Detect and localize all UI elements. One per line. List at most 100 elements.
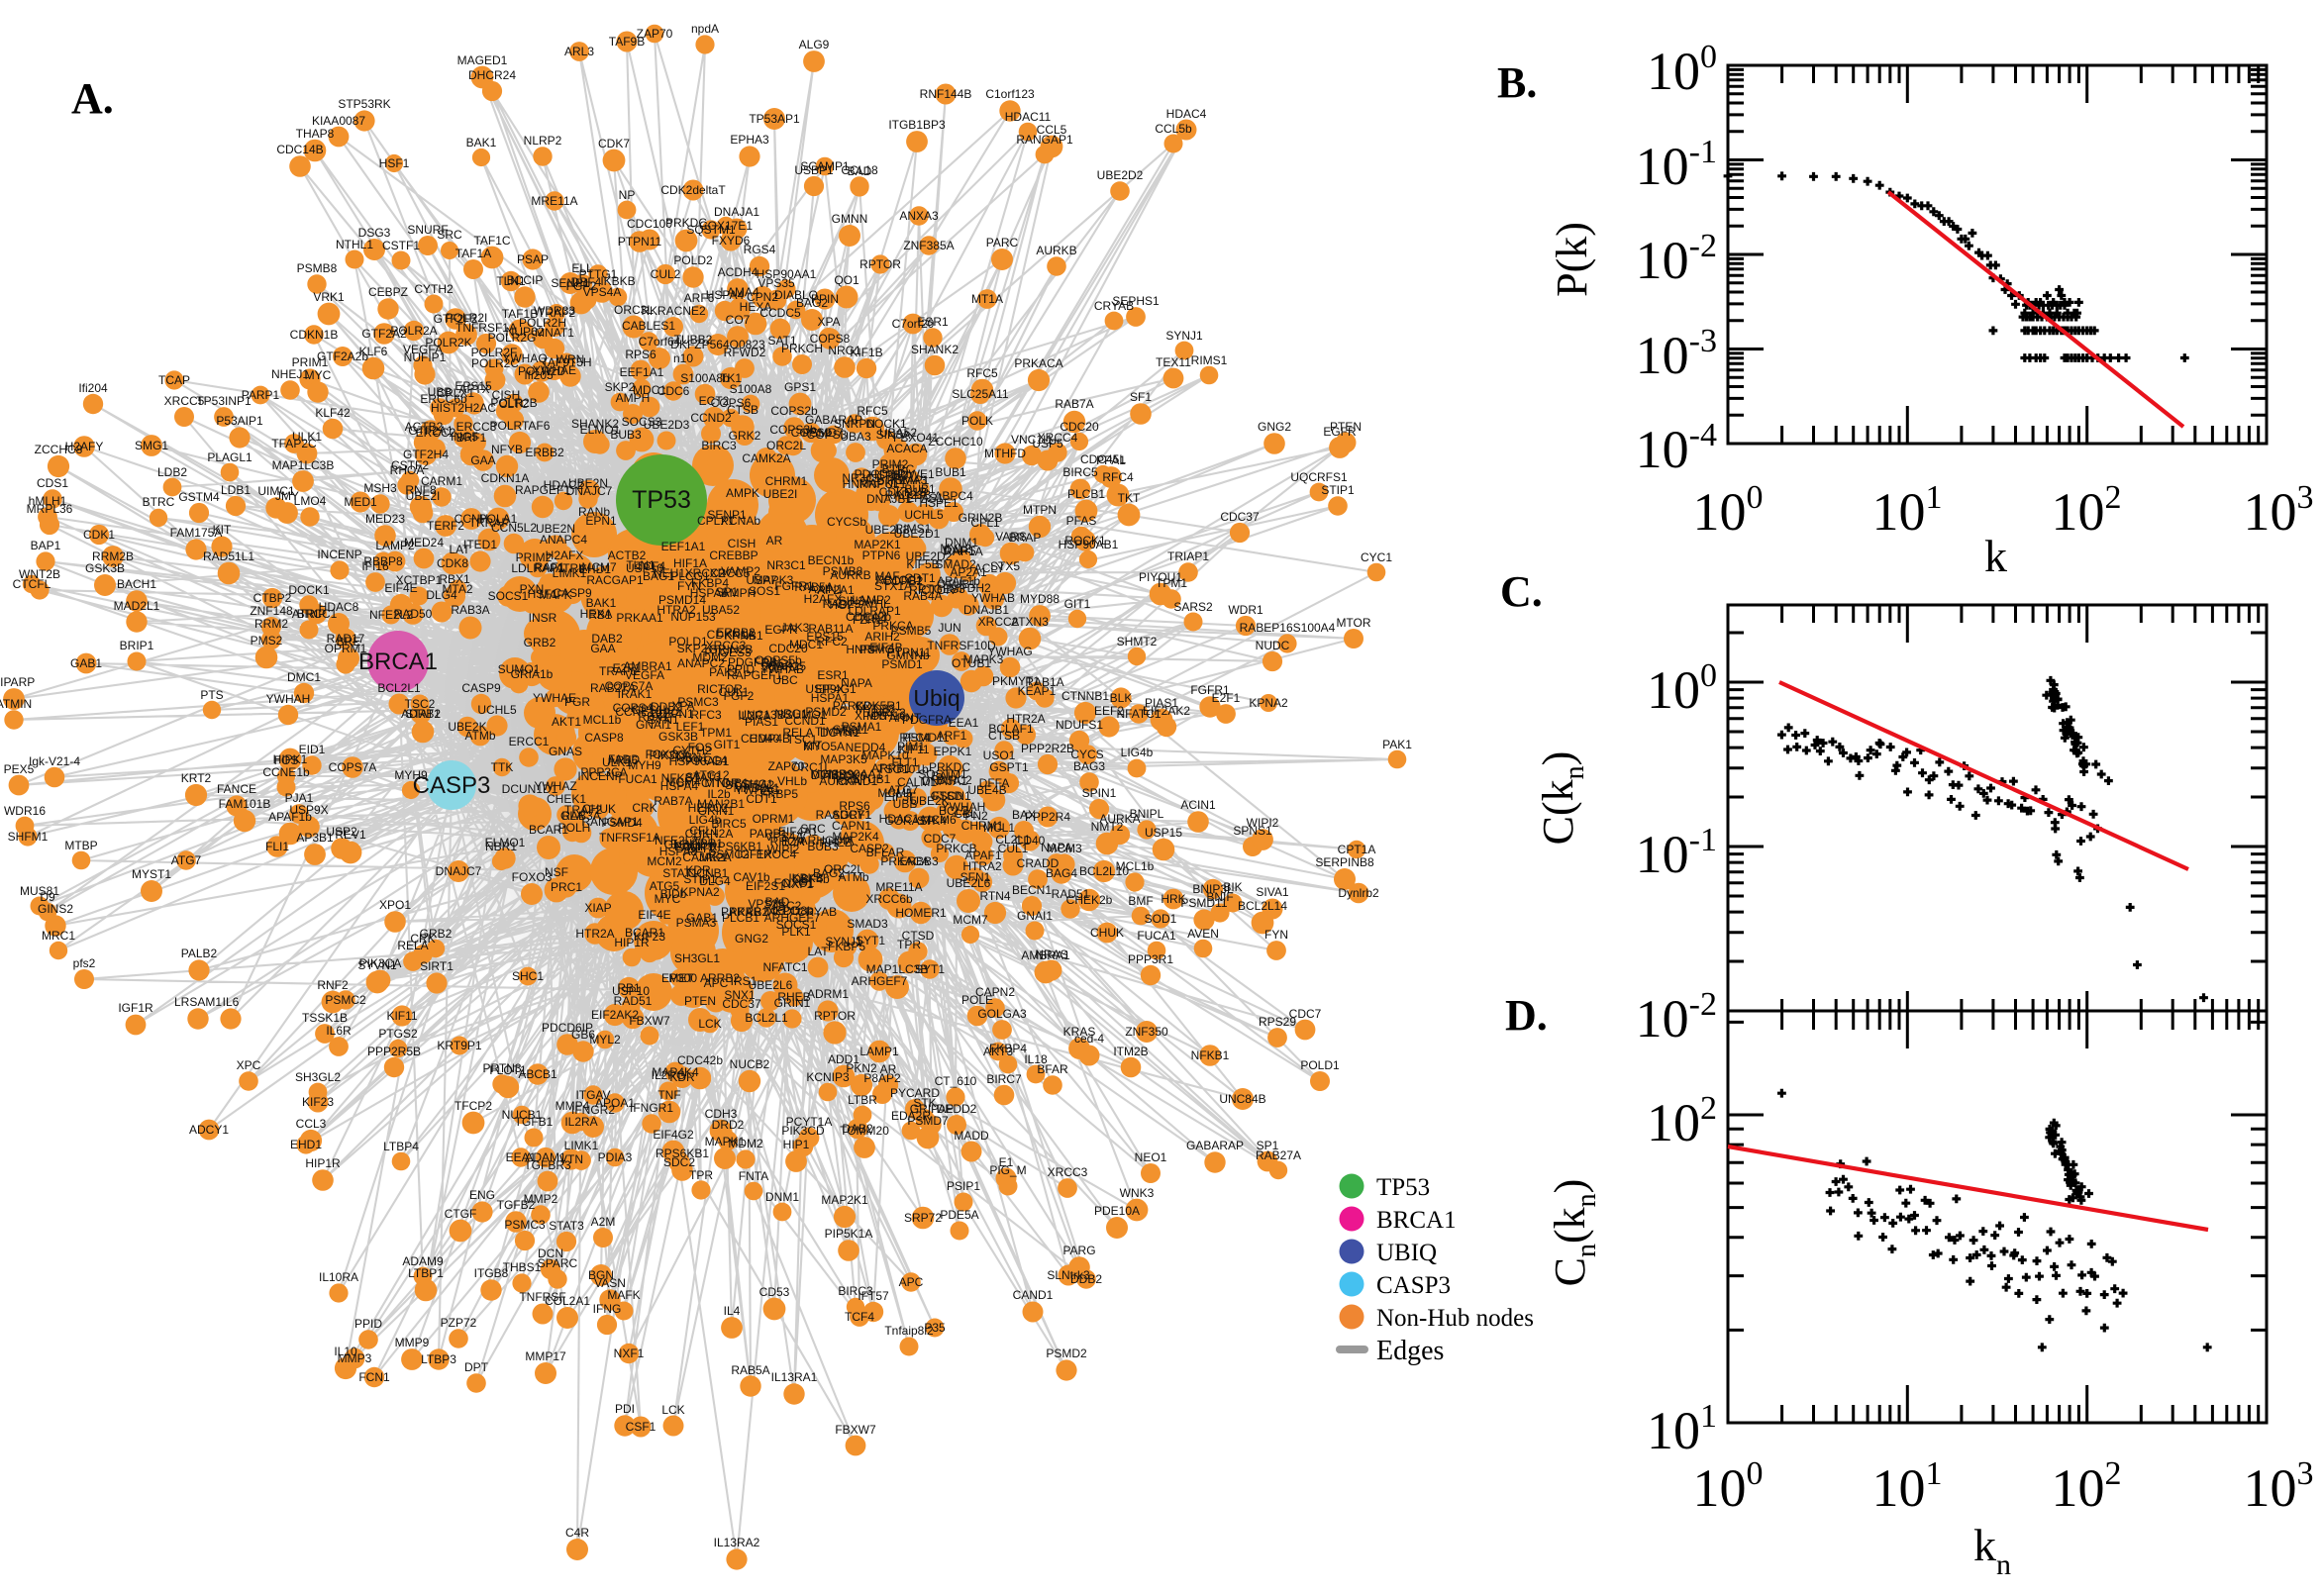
svg-text:WNT2B: WNT2B [19,567,60,581]
svg-text:AURKA: AURKA [1099,812,1140,826]
svg-text:CALM1: CALM1 [897,775,937,789]
svg-text:ATMIN: ATMIN [0,697,32,711]
svg-text:CDC100: CDC100 [627,217,672,231]
svg-text:EEA1: EEA1 [949,716,979,730]
svg-text:GAA: GAA [470,453,495,467]
svg-text:EGFR: EGFR [1323,425,1357,439]
svg-text:BIRC5: BIRC5 [1062,465,1098,479]
svg-text:VPS4A: VPS4A [583,285,622,299]
svg-text:C7orf20: C7orf20 [892,317,935,331]
svg-text:XCTBP1: XCTBP1 [396,573,443,587]
svg-text:RPTOR: RPTOR [859,257,901,271]
svg-text:CASP3: CASP3 [413,772,491,799]
svg-text:LAMP1: LAMP1 [675,840,715,853]
svg-text:COPS7A: COPS7A [329,760,377,774]
svg-text:YWHAE: YWHAE [533,691,576,705]
svg-text:GNAS: GNAS [549,745,582,758]
svg-text:PCNAb: PCNAb [721,514,760,528]
svg-text:POLR2D: POLR2D [518,364,565,378]
svg-text:BECN1b: BECN1b [808,553,855,567]
svg-text:PIK3CA: PIK3CA [359,956,402,970]
svg-text:BACH1: BACH1 [117,577,156,591]
svg-text:GMNN: GMNN [832,212,868,226]
svg-text:NEDD4: NEDD4 [846,741,886,754]
svg-text:CSTF1: CSTF1 [382,239,420,252]
svg-text:POLR2K: POLR2K [425,336,471,349]
svg-text:ARHGEF7: ARHGEF7 [852,974,908,988]
svg-text:YWHAH: YWHAH [266,692,311,706]
svg-text:ARIH2: ARIH2 [864,630,900,644]
svg-text:UBE2I: UBE2I [763,487,798,501]
svg-text:GTF2A2: GTF2A2 [361,327,407,341]
svg-text:SOS1: SOS1 [749,584,780,598]
svg-text:MMP9: MMP9 [395,1336,430,1349]
svg-text:S100A8: S100A8 [730,382,772,396]
svg-text:SARS2: SARS2 [1173,600,1213,614]
svg-text:XRCC5: XRCC5 [164,394,205,408]
svg-text:RB1: RB1 [588,608,612,622]
svg-text:WRN: WRN [556,352,585,366]
svg-text:STIP1: STIP1 [1321,483,1355,497]
svg-text:BMF: BMF [1128,894,1153,908]
svg-text:CPT1A: CPT1A [1338,843,1376,856]
svg-text:CDC6: CDC6 [657,384,690,398]
svg-text:SOCS1: SOCS1 [488,589,529,603]
svg-text:AMBRA1: AMBRA1 [623,659,672,673]
svg-text:MMP17: MMP17 [525,1349,566,1363]
svg-text:MCM6: MCM6 [921,813,957,827]
svg-text:MAGED1: MAGED1 [457,53,508,67]
svg-text:D.: D. [1505,991,1548,1040]
svg-text:CCDC5: CCDC5 [759,306,801,320]
svg-text:MAP1LC3B: MAP1LC3B [272,458,335,472]
svg-text:BRE: BRE [337,635,361,648]
svg-text:WDR16: WDR16 [4,804,46,818]
svg-text:FKBP4: FKBP4 [691,576,729,590]
svg-text:DFFA: DFFA [979,776,1010,790]
svg-text:POLR2A: POLR2A [390,324,437,338]
svg-text:MYD88: MYD88 [1020,592,1060,606]
svg-text:RPS6KB1: RPS6KB1 [656,1147,709,1160]
svg-text:CTSB: CTSB [727,403,758,417]
svg-text:EPPK1: EPPK1 [934,745,972,758]
svg-text:PPIN: PPIN [811,292,839,306]
svg-text:EP300: EP300 [661,971,697,985]
svg-text:PALB2: PALB2 [181,947,218,960]
svg-text:MRPL36: MRPL36 [27,502,73,516]
svg-text:PPP3R1: PPP3R1 [1128,952,1173,966]
svg-text:BIDb: BIDb [660,887,687,901]
svg-text:PIK3CD: PIK3CD [781,1124,825,1138]
svg-text:LTBP1: LTBP1 [408,1266,444,1280]
svg-text:ACLY: ACLY [974,561,1004,575]
svg-text:EDA2R: EDA2R [891,1109,931,1123]
svg-text:KRT2: KRT2 [181,771,212,785]
svg-text:PDE10A: PDE10A [1094,1204,1140,1218]
svg-text:CDC37: CDC37 [1220,510,1260,524]
svg-text:MAPK10: MAPK10 [861,748,909,762]
svg-text:GOLGA3: GOLGA3 [977,1007,1027,1021]
svg-text:GRK2: GRK2 [729,429,761,443]
svg-text:C4R: C4R [565,1526,589,1540]
svg-text:IGF1R: IGF1R [118,1001,153,1015]
svg-text:HIST2H2AC: HIST2H2AC [431,401,496,415]
svg-text:SIRT1: SIRT1 [420,959,454,973]
svg-text:POLR2F: POLR2F [471,346,518,359]
svg-text:MYST1: MYST1 [132,867,171,881]
svg-text:BCL2L14: BCL2L14 [1238,899,1287,913]
svg-text:HSPA4: HSPA4 [706,288,745,302]
svg-text:PRC1: PRC1 [551,880,582,894]
svg-text:PLK1: PLK1 [781,925,811,939]
svg-text:EIF3F: EIF3F [884,790,917,804]
svg-text:DRD2: DRD2 [712,1118,745,1132]
svg-text:NUCB2: NUCB2 [730,1057,770,1071]
svg-text:PZP72: PZP72 [441,1316,477,1330]
svg-text:hMLH1: hMLH1 [29,494,67,508]
svg-text:LDLRAP1: LDLRAP1 [511,561,564,575]
svg-text:PIYOU1: PIYOU1 [1139,570,1182,584]
svg-text:APC: APC [899,1275,924,1289]
svg-text:PTPN11: PTPN11 [618,235,662,249]
svg-text:PPA1: PPA1 [1096,453,1126,467]
svg-text:KEAP1: KEAP1 [1018,684,1057,698]
svg-text:CASP3: CASP3 [1376,1272,1451,1299]
svg-text:QO1: QO1 [834,273,859,287]
svg-text:OPRM1: OPRM1 [753,812,795,826]
